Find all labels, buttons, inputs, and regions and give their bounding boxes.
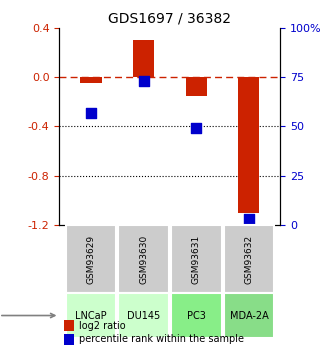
Bar [186,77,207,96]
Text: GSM93630: GSM93630 [139,235,148,284]
Text: cell line: cell line [0,310,55,321]
FancyBboxPatch shape [118,225,169,293]
Text: percentile rank within the sample: percentile rank within the sample [79,335,244,344]
Text: DU145: DU145 [127,310,160,321]
Point [141,78,146,84]
Point [246,217,251,222]
FancyBboxPatch shape [66,225,116,293]
FancyBboxPatch shape [224,225,274,293]
Point [194,126,199,131]
Bar [81,77,102,83]
Bar [238,77,259,213]
FancyBboxPatch shape [66,293,116,338]
Text: GSM93632: GSM93632 [245,235,253,284]
FancyBboxPatch shape [171,293,221,338]
Bar [133,40,154,77]
Point [88,110,94,115]
Bar [64,334,74,345]
Text: PC3: PC3 [187,310,206,321]
Text: GSM93631: GSM93631 [192,235,201,284]
Bar [64,320,74,331]
Text: log2 ratio: log2 ratio [79,321,126,331]
FancyBboxPatch shape [118,293,169,338]
Title: GDS1697 / 36382: GDS1697 / 36382 [109,11,231,25]
FancyBboxPatch shape [171,225,221,293]
Text: GSM93629: GSM93629 [86,235,95,284]
Text: LNCaP: LNCaP [75,310,107,321]
Text: MDA-2A: MDA-2A [230,310,268,321]
FancyBboxPatch shape [224,293,274,338]
